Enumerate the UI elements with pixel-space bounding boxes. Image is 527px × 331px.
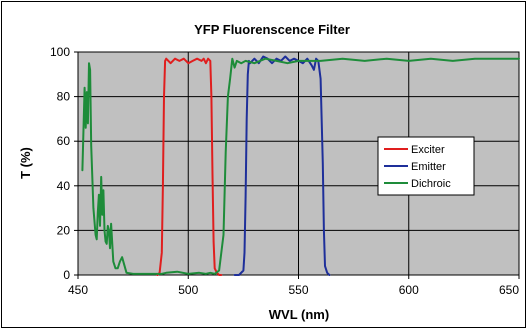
- legend-label-dichroic: Dichroic: [411, 178, 451, 190]
- x-tick-label: 500: [178, 283, 198, 297]
- x-ticks: 450 500 550 600 650: [68, 275, 520, 297]
- x-tick-label: 550: [288, 283, 308, 297]
- x-tick-label: 600: [399, 283, 419, 297]
- y-tick-label: 40: [57, 179, 71, 193]
- y-ticks: 0 20 40 60 80 100: [50, 45, 78, 282]
- chart-title: YFP Fluorenscence Filter: [194, 22, 350, 37]
- series-line-dichroic: [81, 57, 520, 275]
- y-tick-label: 100: [50, 45, 70, 59]
- series-line-exciter: [156, 57, 223, 276]
- y-axis-label: T (%): [18, 147, 33, 179]
- legend-label-emitter: Emitter: [411, 161, 446, 173]
- x-axis-label: WVL (nm): [269, 307, 329, 322]
- y-tick-label: 60: [57, 134, 71, 148]
- y-tick-label: 0: [63, 268, 70, 282]
- series-group: [81, 55, 520, 276]
- y-tick-label: 80: [57, 90, 71, 104]
- legend: Exciter Emitter Dichroic: [377, 136, 475, 196]
- x-tick-label: 650: [499, 283, 519, 297]
- series-line-emitter: [233, 55, 331, 276]
- y-tick-label: 20: [57, 223, 71, 237]
- x-tick-label: 450: [68, 283, 88, 297]
- legend-label-exciter: Exciter: [411, 144, 445, 156]
